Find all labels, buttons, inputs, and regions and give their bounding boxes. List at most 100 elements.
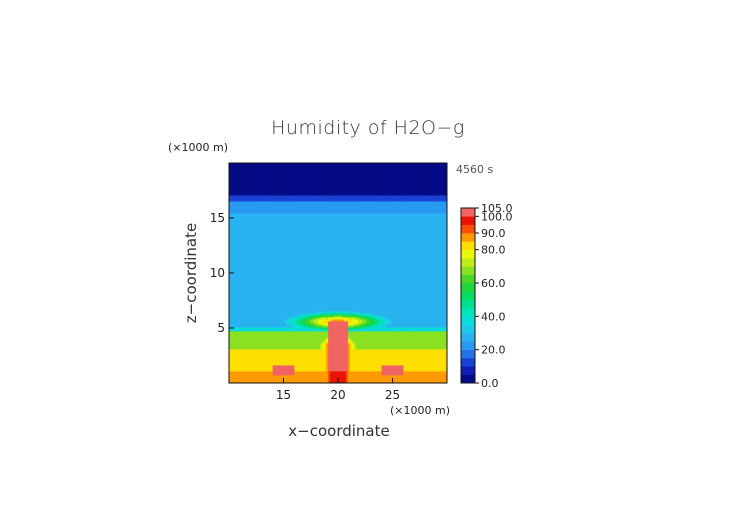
heatmap-cell [377, 371, 381, 374]
heatmap-cell [290, 347, 293, 350]
heatmap-cell [312, 341, 315, 344]
heatmap-cell [262, 315, 266, 318]
heatmap-cell [250, 347, 254, 350]
heatmap-cell [338, 359, 341, 362]
heatmap-cell [395, 313, 398, 316]
heatmap-cell [425, 327, 428, 330]
heatmap-cell [334, 359, 337, 362]
heatmap-cell [330, 323, 333, 326]
heatmap-cell [381, 327, 384, 330]
heatmap-cell [397, 369, 400, 372]
heatmap-cell [314, 323, 317, 326]
heatmap-cell [399, 373, 402, 376]
heatmap-cell [322, 341, 325, 344]
heatmap-cell [288, 309, 291, 312]
heatmap-cell [407, 355, 410, 358]
heatmap-cell [234, 331, 238, 334]
heatmap-cell [407, 339, 410, 342]
heatmap-cell [312, 369, 315, 372]
heatmap-cell [341, 373, 345, 376]
heatmap-cell [345, 359, 349, 362]
heatmap-cell [258, 373, 262, 376]
heatmap-cell [341, 317, 345, 320]
heatmap-cell [407, 335, 410, 338]
heatmap-cell [248, 333, 252, 336]
heatmap-cell [276, 369, 279, 372]
heatmap-cell [441, 345, 444, 348]
heatmap-cell [441, 357, 444, 360]
heatmap-cell [300, 325, 303, 328]
heatmap-cell [240, 377, 244, 380]
heatmap-cell [363, 327, 367, 330]
heatmap-cell [371, 327, 375, 330]
heatmap-cell [284, 311, 287, 314]
heatmap-cell [365, 341, 369, 344]
heatmap-cell [302, 355, 305, 358]
heatmap-cell [250, 349, 254, 352]
heatmap-cell [409, 355, 412, 358]
heatmap-cell [264, 329, 268, 332]
heatmap-cell [343, 373, 347, 376]
heatmap-cell [332, 343, 335, 346]
heatmap-cell [312, 323, 315, 326]
heatmap-cell [349, 377, 353, 380]
heatmap-cell [236, 335, 240, 338]
heatmap-cell [282, 337, 285, 340]
heatmap-cell [294, 369, 297, 372]
heatmap-cell [435, 365, 438, 368]
heatmap-cell [326, 339, 329, 342]
heatmap-cell [282, 367, 285, 370]
heatmap-cell [250, 367, 254, 370]
heatmap-cell [417, 339, 420, 342]
heatmap-cell [385, 339, 388, 342]
heatmap-cell [324, 381, 327, 384]
heatmap-cell [298, 343, 301, 346]
heatmap-cell [371, 325, 375, 328]
heatmap-cell [379, 315, 382, 318]
heatmap-cell [389, 313, 392, 316]
heatmap-cell [322, 367, 325, 370]
heatmap-cell [292, 315, 295, 318]
heatmap-cell [338, 349, 341, 352]
heatmap-cell [397, 353, 400, 356]
heatmap-cell [300, 311, 303, 314]
heatmap-cell [262, 331, 266, 334]
heatmap-cell [304, 321, 307, 324]
heatmap-cell [310, 343, 313, 346]
heatmap-cell [357, 375, 361, 378]
heatmap-cell [272, 351, 275, 354]
heatmap-cell [389, 339, 392, 342]
heatmap-cell [334, 355, 337, 358]
heatmap-cell [391, 359, 394, 362]
heatmap-cell [375, 361, 379, 364]
heatmap-cell [294, 357, 297, 360]
heatmap-cell [417, 335, 420, 338]
heatmap-cell [429, 361, 432, 364]
heatmap-cell [262, 365, 266, 368]
heatmap-cell [403, 329, 406, 332]
heatmap-cell [240, 375, 244, 378]
heatmap-cell [286, 337, 289, 340]
heatmap-cell [244, 309, 248, 312]
heatmap-cell [248, 323, 252, 326]
heatmap-cell [318, 347, 321, 350]
heatmap-cell [266, 347, 270, 350]
heatmap-cell [351, 319, 355, 322]
heatmap-cell [314, 353, 317, 356]
heatmap-cell [250, 335, 254, 338]
heatmap-cell [302, 343, 305, 346]
heatmap-cell [236, 353, 240, 356]
heatmap-cell [397, 381, 400, 384]
heatmap-cell [248, 317, 252, 320]
heatmap-cell [403, 351, 406, 354]
heatmap-cell [292, 313, 295, 316]
heatmap-cell [282, 315, 285, 318]
heatmap-cell [361, 323, 365, 326]
heatmap-cell [353, 375, 357, 378]
heatmap-cell [407, 325, 410, 328]
heatmap-cell [248, 347, 252, 350]
heatmap-cell [278, 337, 281, 340]
heatmap-cell [411, 377, 414, 380]
heatmap-cell [330, 309, 333, 312]
heatmap-cell [445, 343, 448, 346]
